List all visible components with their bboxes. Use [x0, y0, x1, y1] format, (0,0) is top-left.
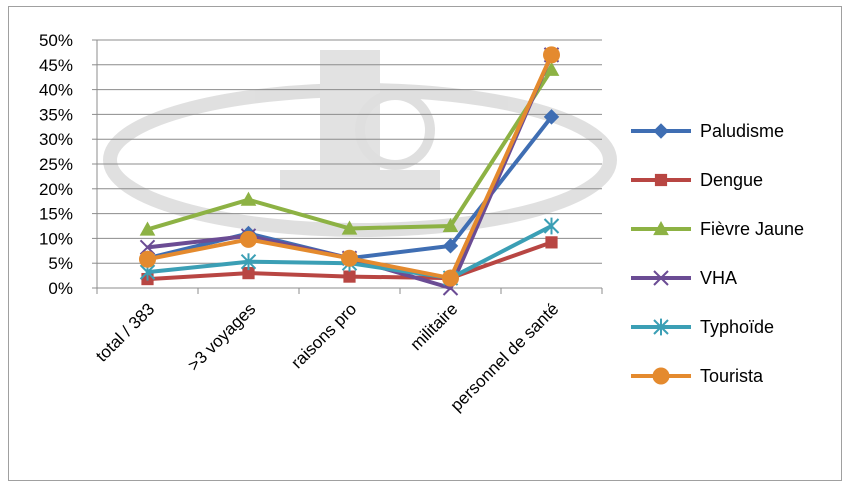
- x-tick-label: >3 voyages: [184, 299, 259, 374]
- chart-frame: [8, 6, 842, 481]
- data-point: [139, 250, 156, 268]
- y-tick-label: 5%: [48, 254, 73, 273]
- legend: Paludisme Dengue Fièvre Jaune VHA Typhoïde To…: [631, 121, 804, 386]
- legend-item: Dengue: [631, 170, 763, 190]
- y-tick-label: 45%: [39, 56, 73, 75]
- data-point: [139, 239, 156, 256]
- data-point: [343, 270, 356, 283]
- y-tick-label: 40%: [39, 81, 73, 100]
- data-point: [341, 249, 358, 267]
- data-point: [653, 318, 669, 336]
- legend-label: Dengue: [700, 170, 763, 190]
- y-tick-label: 20%: [39, 180, 73, 199]
- data-point: [543, 109, 560, 125]
- y-tick-label: 0%: [48, 279, 73, 298]
- legend-label: Tourista: [700, 366, 764, 386]
- data-point: [543, 61, 560, 76]
- data-point: [240, 230, 257, 248]
- data-point: [240, 253, 257, 271]
- x-tick-label: raisons pro: [287, 299, 360, 372]
- data-point: [654, 173, 668, 187]
- legend-item: Tourista: [631, 366, 764, 386]
- data-point: [240, 191, 257, 206]
- data-point: [652, 367, 670, 385]
- data-point: [653, 270, 669, 286]
- legend-item: Paludisme: [631, 121, 784, 141]
- x-tick-label: personnel de santé: [447, 299, 563, 415]
- y-gridlines: [97, 39, 602, 264]
- legend-item: VHA: [631, 268, 737, 288]
- x-axis-ticks: total / 383 >3 voyages raisons pro militair…: [92, 288, 603, 415]
- y-tick-label: 25%: [39, 155, 73, 174]
- y-tick-label: 10%: [39, 229, 73, 248]
- legend-label: Fièvre Jaune: [700, 219, 804, 239]
- legend-item: Typhoïde: [631, 317, 774, 337]
- legend-label: Paludisme: [700, 121, 784, 141]
- data-point: [543, 46, 560, 64]
- series-tourista: [139, 46, 560, 287]
- series-fi-vre-jaune: [139, 61, 560, 236]
- data-point: [139, 221, 156, 236]
- y-tick-label: 50%: [39, 31, 73, 50]
- data-point: [341, 220, 358, 235]
- y-axis-ticks: 0% 5% 10% 15% 20% 25% 30% 35% 40% 45% 50%: [39, 31, 97, 298]
- y-tick-label: 30%: [39, 130, 73, 149]
- y-tick-label: 35%: [39, 105, 73, 124]
- data-point: [653, 220, 669, 236]
- legend-label: Typhoïde: [700, 317, 774, 337]
- data-point: [442, 238, 459, 254]
- y-tick-label: 15%: [39, 205, 73, 224]
- legend-item: Fièvre Jaune: [631, 219, 804, 239]
- data-point: [543, 217, 560, 235]
- data-point: [545, 236, 558, 249]
- x-tick-label: total / 383: [92, 299, 158, 365]
- legend-label: VHA: [700, 268, 737, 288]
- data-point: [442, 217, 459, 233]
- data-point: [442, 269, 459, 287]
- x-tick-label: militaire: [406, 299, 461, 354]
- data-point: [653, 123, 669, 139]
- series-group: [139, 46, 560, 296]
